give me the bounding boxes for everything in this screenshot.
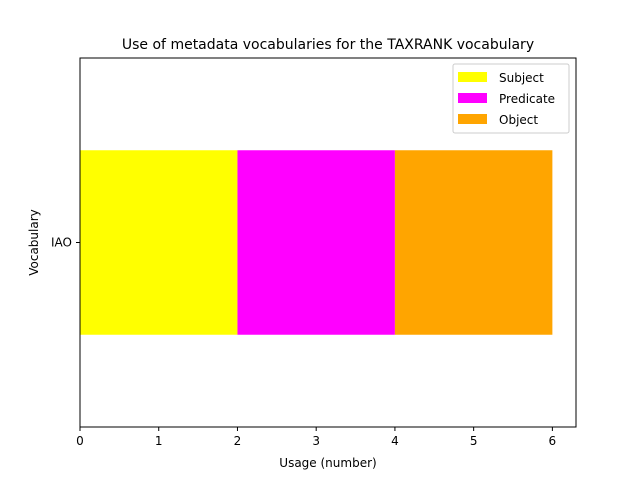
legend-swatch-predicate bbox=[458, 93, 487, 103]
plot-area bbox=[80, 150, 553, 335]
x-tick-label: 0 bbox=[76, 434, 84, 448]
x-tick-label: 5 bbox=[470, 434, 478, 448]
legend-swatch-object bbox=[458, 114, 487, 124]
bar-object-iao bbox=[394, 150, 553, 335]
legend-label-predicate: Predicate bbox=[499, 92, 555, 106]
legend-label-subject: Subject bbox=[499, 71, 544, 85]
bar-predicate-iao bbox=[237, 150, 395, 335]
x-tick-label: 6 bbox=[549, 434, 557, 448]
legend-swatch-subject bbox=[458, 72, 487, 82]
chart-title: Use of metadata vocabularies for the TAX… bbox=[122, 37, 534, 53]
x-axis-label: Usage (number) bbox=[279, 456, 376, 470]
x-tick-label: 4 bbox=[391, 434, 399, 448]
bar-subject-iao bbox=[80, 150, 238, 335]
x-tick-label: 2 bbox=[234, 434, 242, 448]
legend: Subject Predicate Object bbox=[452, 63, 570, 134]
y-tick-label: IAO bbox=[51, 236, 72, 250]
y-axis-label: Vocabulary bbox=[27, 209, 41, 276]
x-tick-label: 1 bbox=[155, 434, 163, 448]
legend-label-object: Object bbox=[499, 113, 538, 127]
axis-ticks: IAO 0 1 2 3 4 5 6 bbox=[51, 236, 556, 449]
x-tick-label: 3 bbox=[312, 434, 320, 448]
